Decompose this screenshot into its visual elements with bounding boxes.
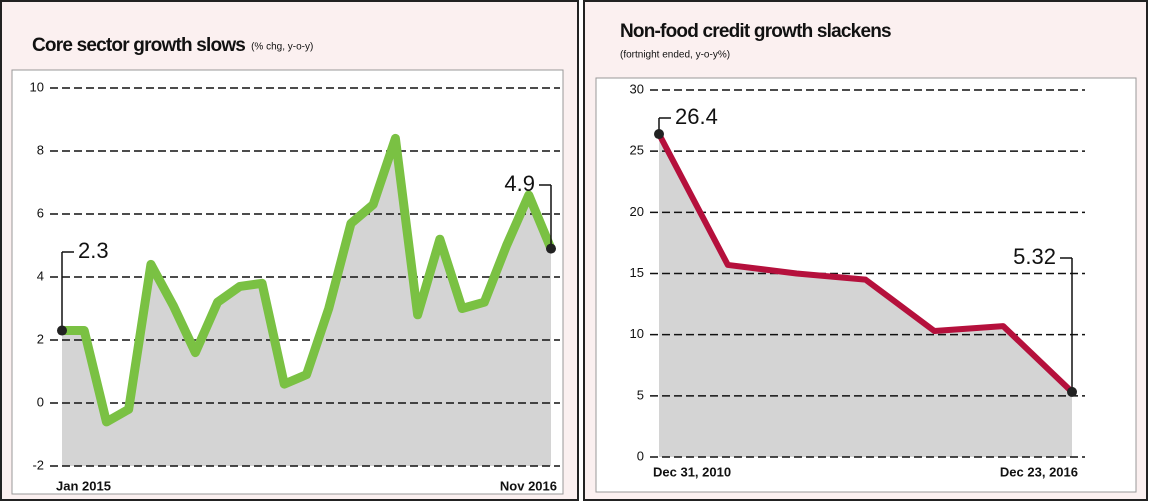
y-tick-label: 15 <box>630 265 644 280</box>
value-label: 26.4 <box>675 104 718 129</box>
x-tick-label: Dec 31, 2010 <box>653 464 731 479</box>
y-tick-label: 0 <box>637 448 644 463</box>
y-tick-label: 20 <box>630 204 644 219</box>
chart-title: Non-food credit growth slackens <box>620 21 891 42</box>
x-tick-label: Nov 2016 <box>500 478 557 493</box>
y-tick-label: 25 <box>630 143 644 158</box>
value-label: 4.9 <box>504 171 535 196</box>
y-tick-label: 6 <box>37 205 44 220</box>
line <box>62 133 556 427</box>
point <box>654 129 664 140</box>
x-tick-label: Dec 23, 2016 <box>1000 464 1078 479</box>
line <box>656 132 1075 395</box>
y-tick-label: -2 <box>32 457 44 472</box>
y-tick-label: 10 <box>30 79 44 94</box>
y-tick-label: 4 <box>37 268 44 283</box>
y-tick-label: 2 <box>37 331 44 346</box>
y-tick-label: 30 <box>630 81 644 96</box>
y-tick-label: 8 <box>37 142 44 157</box>
value-label: 5.32 <box>1013 244 1056 269</box>
chart-subtitle: (fortnight ended, y-o-y%) <box>620 50 730 61</box>
y-tick-label: 0 <box>37 394 44 409</box>
chart-subtitle: (% chg, y-o-y) <box>251 42 313 53</box>
y-tick-label: 5 <box>637 387 644 402</box>
chart-title: Core sector growth slows <box>32 35 245 56</box>
area <box>659 134 1072 458</box>
area <box>62 138 551 466</box>
y-tick-label: 10 <box>630 326 644 341</box>
value-label: 2.3 <box>78 238 109 263</box>
point <box>546 243 556 254</box>
point <box>1067 386 1077 397</box>
x-tick-label: Jan 2015 <box>56 478 111 493</box>
point <box>57 325 67 336</box>
